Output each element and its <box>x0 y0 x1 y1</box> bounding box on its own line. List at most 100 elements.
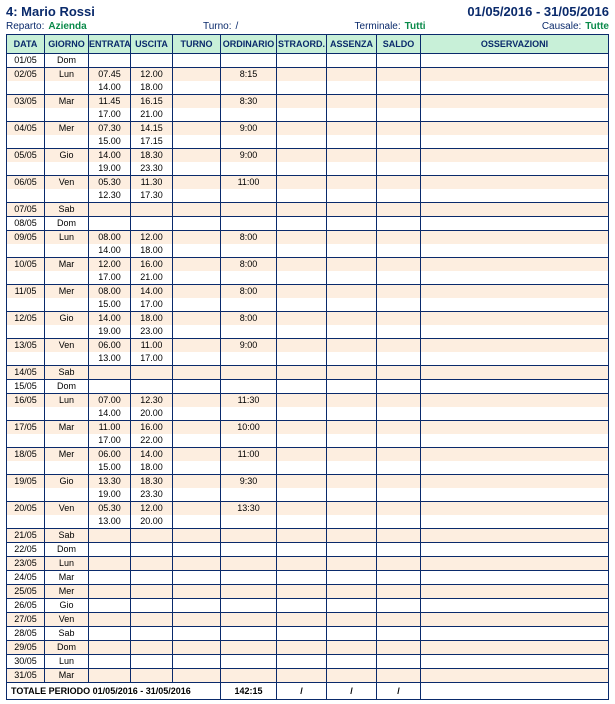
cell-ordinario: 11:00 <box>221 448 277 475</box>
cell-giorno: Sab <box>45 366 89 380</box>
cell-osserv <box>421 475 609 502</box>
cell-uscita <box>131 613 173 627</box>
cell-ordinario <box>221 529 277 543</box>
cell-osserv <box>421 68 609 95</box>
cell-assenza <box>327 571 377 585</box>
cell-osserv <box>421 502 609 529</box>
table-row: 22/05Dom <box>7 543 609 557</box>
cell-assenza <box>327 543 377 557</box>
cell-turno <box>173 312 221 339</box>
period-title: 01/05/2016 - 31/05/2016 <box>467 4 609 19</box>
cell-assenza <box>327 149 377 176</box>
cell-turno <box>173 448 221 475</box>
cell-saldo <box>377 475 421 502</box>
cell-ordinario: 8:30 <box>221 95 277 122</box>
col-entrata: ENTRATA <box>89 35 131 54</box>
col-data: DATA <box>7 35 45 54</box>
cell-turno <box>173 176 221 203</box>
cell-uscita <box>131 655 173 669</box>
table-row: 12/05 Gio 14.0019.0018.0023.00 8:00 <box>7 312 609 339</box>
footer-straord: / <box>277 683 327 700</box>
cell-saldo <box>377 217 421 231</box>
cell-turno <box>173 557 221 571</box>
cell-uscita <box>131 557 173 571</box>
cell-straord <box>277 627 327 641</box>
cell-entrata: 07.4514.00 <box>89 68 131 95</box>
cell-osserv <box>421 543 609 557</box>
cell-saldo <box>377 149 421 176</box>
cell-entrata <box>89 669 131 683</box>
cell-saldo <box>377 312 421 339</box>
cell-giorno: Mar <box>45 258 89 285</box>
cell-data: 10/05 <box>7 258 45 285</box>
cell-entrata <box>89 599 131 613</box>
cell-data: 11/05 <box>7 285 45 312</box>
table-row: 16/05 Lun 07.0014.0012.3020.00 11:30 <box>7 394 609 421</box>
reparto-value: Azienda <box>48 21 86 32</box>
cell-data: 14/05 <box>7 366 45 380</box>
cell-turno <box>173 258 221 285</box>
causale-value: Tutte <box>585 21 609 32</box>
cell-data: 22/05 <box>7 543 45 557</box>
cell-turno <box>173 529 221 543</box>
cell-giorno: Gio <box>45 599 89 613</box>
cell-turno <box>173 543 221 557</box>
cell-saldo <box>377 502 421 529</box>
turno-value: / <box>235 21 238 32</box>
cell-osserv <box>421 95 609 122</box>
table-row: 25/05Mer <box>7 585 609 599</box>
cell-giorno: Mar <box>45 95 89 122</box>
cell-entrata <box>89 571 131 585</box>
cell-data: 04/05 <box>7 122 45 149</box>
cell-turno <box>173 502 221 529</box>
cell-uscita <box>131 585 173 599</box>
cell-osserv <box>421 421 609 448</box>
cell-giorno: Mar <box>45 571 89 585</box>
cell-assenza <box>327 599 377 613</box>
cell-giorno: Mar <box>45 669 89 683</box>
cell-osserv <box>421 585 609 599</box>
cell-assenza <box>327 217 377 231</box>
cell-uscita: 16.0021.00 <box>131 258 173 285</box>
cell-saldo <box>377 599 421 613</box>
cell-entrata <box>89 627 131 641</box>
cell-osserv <box>421 380 609 394</box>
cell-giorno: Mer <box>45 285 89 312</box>
cell-ordinario <box>221 543 277 557</box>
cell-entrata: 06.0015.00 <box>89 448 131 475</box>
cell-entrata: 06.0013.00 <box>89 339 131 366</box>
cell-giorno: Ven <box>45 339 89 366</box>
cell-straord <box>277 95 327 122</box>
cell-straord <box>277 231 327 258</box>
terminale-label: Terminale: <box>355 21 401 32</box>
cell-uscita: 14.0018.00 <box>131 448 173 475</box>
cell-turno <box>173 366 221 380</box>
table-row: 13/05 Ven 06.0013.0011.0017.00 9:00 <box>7 339 609 366</box>
cell-entrata: 08.0015.00 <box>89 285 131 312</box>
cell-assenza <box>327 557 377 571</box>
cell-uscita: 18.0023.00 <box>131 312 173 339</box>
cell-entrata <box>89 217 131 231</box>
cell-giorno: Mer <box>45 122 89 149</box>
cell-ordinario <box>221 613 277 627</box>
cell-uscita: 11.0017.00 <box>131 339 173 366</box>
cell-giorno: Mer <box>45 448 89 475</box>
cell-ordinario: 8:00 <box>221 312 277 339</box>
cell-assenza <box>327 613 377 627</box>
cell-saldo <box>377 543 421 557</box>
cell-uscita: 11.3017.30 <box>131 176 173 203</box>
table-row: 23/05Lun <box>7 557 609 571</box>
cell-entrata <box>89 585 131 599</box>
cell-saldo <box>377 557 421 571</box>
cell-entrata <box>89 54 131 68</box>
table-row: 05/05 Gio 14.0019.0018.3023.30 9:00 <box>7 149 609 176</box>
cell-ordinario: 9:00 <box>221 339 277 366</box>
cell-giorno: Gio <box>45 149 89 176</box>
cell-uscita <box>131 571 173 585</box>
cell-uscita: 12.0018.00 <box>131 68 173 95</box>
cell-giorno: Lun <box>45 231 89 258</box>
cell-data: 25/05 <box>7 585 45 599</box>
cell-ordinario <box>221 557 277 571</box>
cell-straord <box>277 543 327 557</box>
cell-osserv <box>421 655 609 669</box>
